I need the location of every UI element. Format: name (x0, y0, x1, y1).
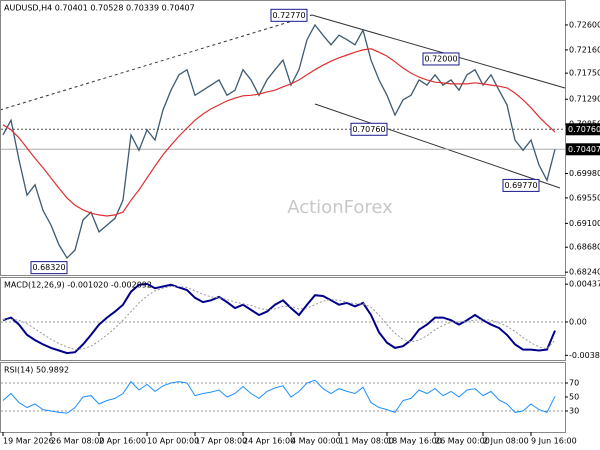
x-tick-label: 4 May 00:00 (291, 437, 341, 446)
trend-line (0, 14, 313, 111)
y-tick-label: 0.69550 (569, 193, 600, 202)
y-tick-label: 0.69980 (569, 169, 600, 178)
x-tick-label: 11 May 08:00 (339, 437, 394, 446)
series-line (2, 23, 556, 260)
x-tick-label: 19 Mar 2026 (3, 437, 54, 446)
channel-upper (311, 14, 566, 89)
price-label-box (566, 143, 600, 156)
price-label: 0.70407 (568, 145, 600, 154)
panel-frame (0, 0, 566, 276)
y-tick-label: 0.00437 (569, 280, 600, 289)
series-line (2, 379, 556, 414)
y-tick-label: 0.71290 (569, 95, 600, 104)
panel-title: MACD(12,26,9) -0.001020 -0.002092 (4, 281, 152, 290)
annotation-box (270, 8, 308, 22)
watermark: ActionForex (287, 197, 393, 218)
x-tick-label: 26 May 00:00 (435, 437, 490, 446)
panel-title: RSI(14) 50.9892 (4, 366, 69, 375)
annotation-box (502, 178, 540, 192)
y-tick-label: 0.72600 (569, 20, 600, 29)
y-tick-label: 0.00 (569, 317, 587, 326)
panel-title: AUDUSD,H4 0.70401 0.70528 0.70339 0.7040… (4, 4, 195, 13)
series-line (2, 48, 556, 217)
annotation-label: 0.69770 (504, 181, 537, 190)
annotation-box (30, 261, 68, 275)
series-line (3, 286, 556, 351)
annotation-box (422, 52, 460, 66)
y-tick-label: 70 (569, 379, 579, 388)
x-tick-label: 10 Apr 00:00 (147, 437, 199, 446)
x-tick-label: 18 May 16:00 (387, 437, 442, 446)
panel-frame (0, 277, 566, 361)
price-label: 0.70760 (568, 125, 600, 134)
x-tick-label: 2 Apr 16:00 (99, 437, 146, 446)
annotation-label: 0.72770 (272, 11, 305, 20)
y-tick-label: -0.003861 (569, 351, 600, 360)
channel-lower (314, 103, 561, 189)
x-tick-label: 24 Apr 16:00 (243, 437, 295, 446)
annotation-label: 0.72000 (424, 54, 457, 63)
y-tick-label: 30 (569, 407, 579, 416)
x-tick-label: 26 Mar 08:00 (51, 437, 104, 446)
y-tick-label: 0.71750 (569, 69, 600, 78)
y-tick-label: 0.72160 (569, 45, 600, 54)
annotation-box (350, 122, 388, 136)
y-tick-label: 0.68680 (569, 243, 600, 252)
x-tick-label: 2 Jun 08:00 (483, 437, 529, 446)
y-tick-label: 0.69100 (569, 219, 600, 228)
x-tick-label: 17 Apr 08:00 (195, 437, 247, 446)
series-line (2, 282, 556, 355)
annotation-label: 0.70760 (352, 125, 385, 134)
annotation-label: 0.68320 (32, 263, 65, 272)
y-tick-label: 50 (569, 393, 579, 402)
price-label-box (566, 123, 600, 136)
x-tick-label: 9 Jun 16:00 (531, 437, 577, 446)
y-tick-label: 0.68240 (569, 268, 600, 277)
